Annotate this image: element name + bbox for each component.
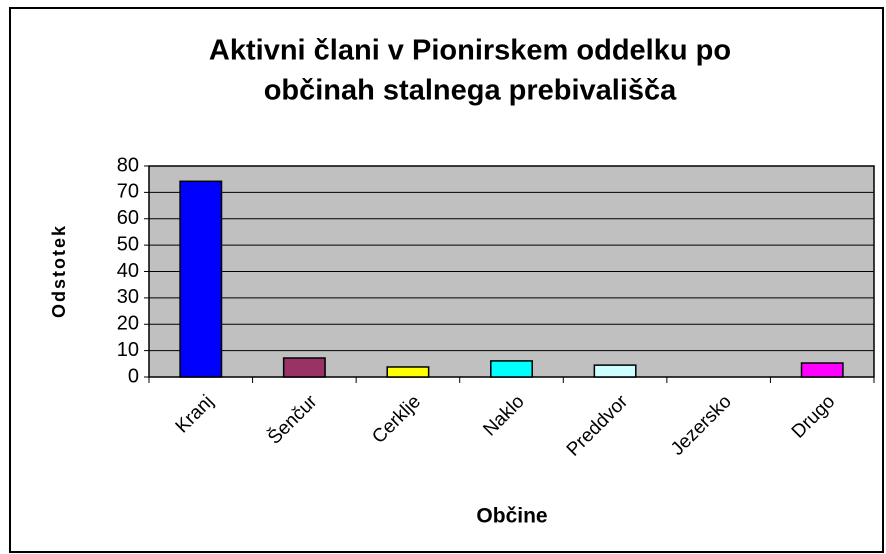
y-tick-label: 20 [117, 313, 139, 335]
x-axis-label: Občine [476, 505, 547, 528]
bar [593, 364, 637, 378]
bar [490, 360, 533, 378]
bar [386, 366, 430, 378]
bar [179, 180, 223, 378]
y-tick-label: 30 [117, 286, 139, 308]
y-tick-label: 80 [117, 154, 139, 176]
y-tick-label: 40 [117, 260, 139, 282]
bar [800, 362, 844, 378]
chart-title: Aktivni člani v Pionirskem oddelku po [209, 35, 731, 67]
y-axis-label: Odstotek [49, 224, 69, 318]
y-tick-label: 50 [117, 233, 139, 255]
bar [282, 357, 326, 378]
chart-title: občinah stalnega prebivališča [264, 75, 677, 107]
y-tick-label: 70 [117, 181, 139, 203]
y-tick-label: 0 [128, 365, 139, 387]
y-tick-label: 10 [117, 339, 139, 361]
y-tick-label: 60 [117, 207, 139, 229]
